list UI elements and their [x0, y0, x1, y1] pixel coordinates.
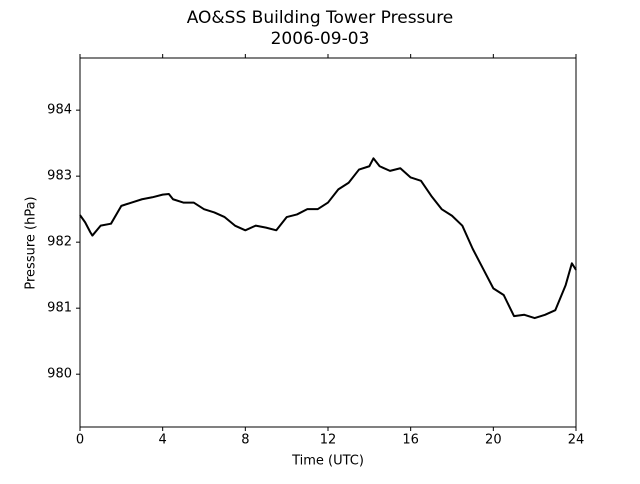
y-tick-label: 982 [47, 235, 72, 250]
y-tick-label: 984 [47, 103, 72, 118]
y-tick-label: 981 [47, 301, 72, 316]
y-tick-label: 980 [47, 367, 72, 382]
x-tick-label: 4 [159, 433, 167, 448]
y-tick-label: 983 [47, 169, 72, 184]
plot-frame [79, 57, 577, 428]
y-axis-label: Pressure (hPa) [24, 196, 39, 289]
x-tick-label: 24 [568, 433, 585, 448]
x-axis-label: Time (UTC) [291, 454, 364, 469]
line [79, 157, 577, 320]
x-tick-label: 16 [402, 433, 419, 448]
x-tick-label: 0 [76, 433, 84, 448]
x-tick-label: 12 [320, 433, 337, 448]
chart-subtitle: 2006-09-03 [271, 29, 370, 49]
chart-title: AO&SS Building Tower Pressure [187, 8, 454, 28]
x-tick-label: 20 [485, 433, 502, 448]
x-tick-label: 8 [241, 433, 249, 448]
